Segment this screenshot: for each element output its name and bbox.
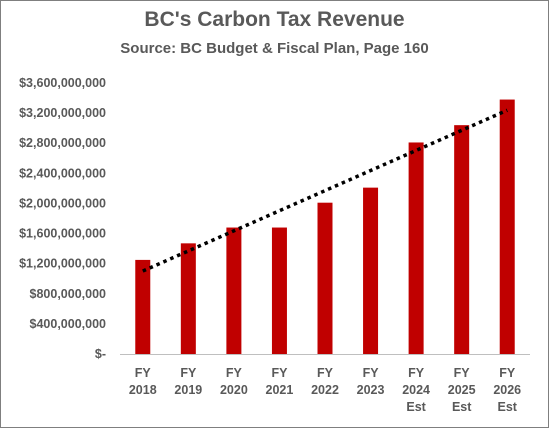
trendline [142,108,508,273]
y-tick-label: $2,000,000,000 [19,196,106,210]
x-tick-label: FY 2018 [129,366,157,397]
bar [180,243,196,354]
x-tick-label: FY 2019 [174,366,202,397]
x-axis: FY 2018 FY 2019 FY 2020 FY 2021 FY 2022 FY 2023 FY 20… [129,366,521,414]
bar [454,125,470,355]
y-tick-label: $1,200,000,000 [19,257,106,271]
bar-series [135,99,515,355]
bar [271,227,287,354]
y-tick-label: $2,400,000,000 [19,166,106,180]
y-tick-label: $3,600,000,000 [19,76,106,90]
x-tick-label: FY 2026 Est [493,366,521,414]
x-tick-label: FY 2021 [266,366,294,397]
x-tick-label: FY 2022 [311,366,339,397]
x-tick-label: FY 2024 Est [402,366,430,414]
bar [135,259,151,354]
trendline-path [142,108,508,273]
chart-subtitle: Source: BC Budget & Fiscal Plan, Page 16… [120,40,429,57]
y-tick-label: $- [95,347,106,361]
y-tick-label: $1,600,000,000 [19,227,106,241]
bar [499,99,515,354]
bar [226,227,242,354]
x-tick-label: FY 2020 [220,366,248,397]
chart-title: BC's Carbon Tax Revenue [144,8,405,31]
bar [317,202,333,354]
y-tick-label: $3,200,000,000 [19,106,106,120]
y-tick-label: $2,800,000,000 [19,136,106,150]
y-axis: $- $400,000,000 $800,000,000 $1,200,000,000… [19,76,106,361]
y-tick-label: $800,000,000 [30,287,107,301]
bar [363,187,379,354]
x-tick-label: FY 2025 Est [448,366,476,414]
bar [408,142,424,354]
y-tick-label: $400,000,000 [30,317,107,331]
x-tick-label: FY 2023 [357,366,385,397]
